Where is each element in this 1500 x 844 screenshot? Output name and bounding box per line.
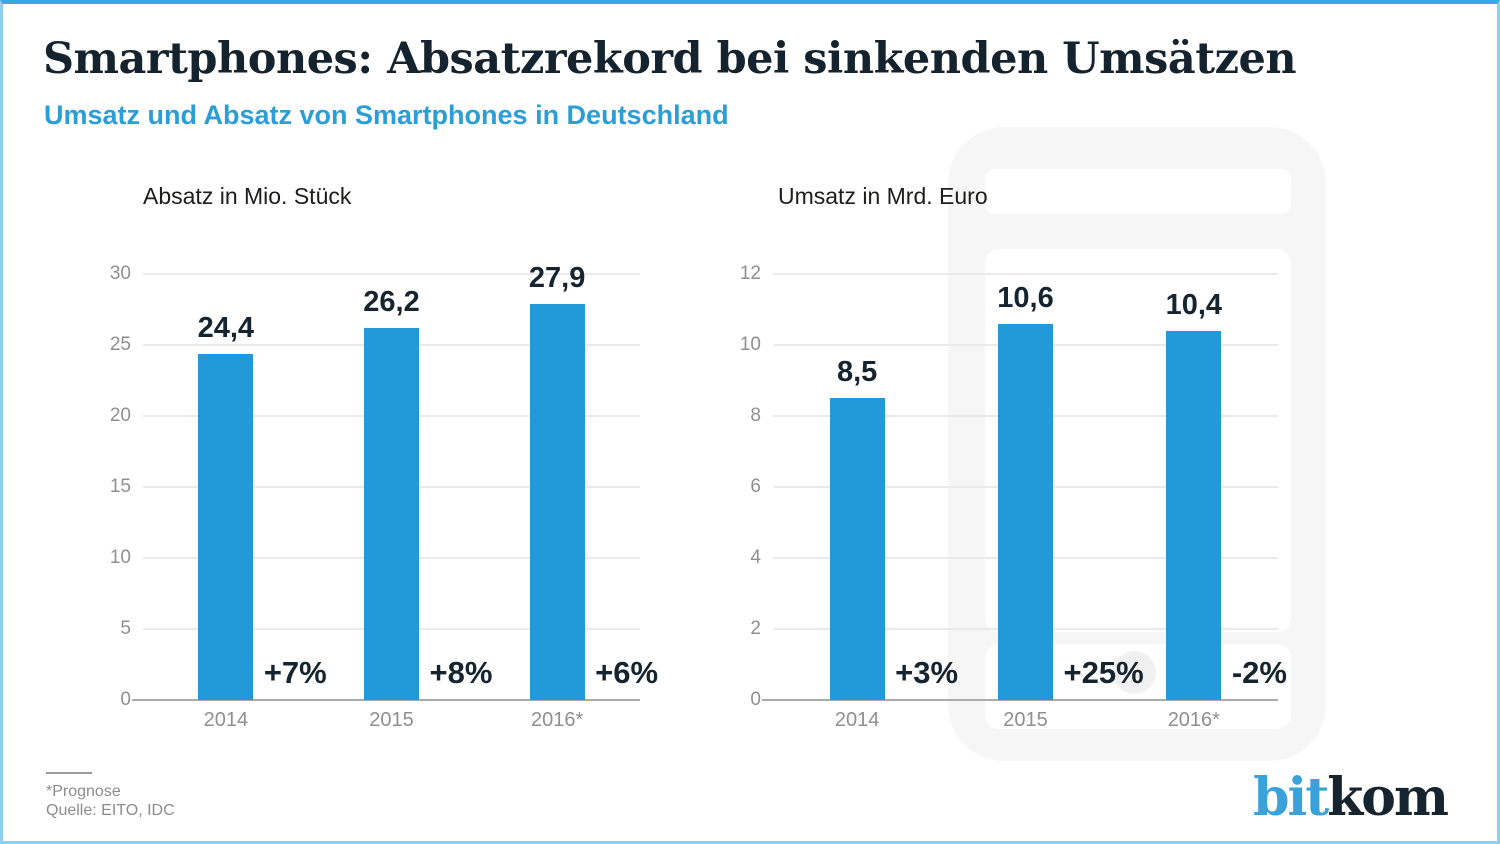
phone-speaker-slot <box>985 169 1291 214</box>
bar-value-label: 10,6 <box>997 281 1054 314</box>
y-tick-label: 2 <box>750 618 761 639</box>
y-tick-label: 6 <box>750 476 761 497</box>
bar-value-label: 24,4 <box>197 311 255 344</box>
bar-change-label: +3% <box>895 655 959 690</box>
bar <box>829 398 885 700</box>
x-tick-label: 2016* <box>531 709 584 731</box>
footnote-prognose: *Prognose <box>46 783 121 800</box>
bar-change-label: -2% <box>1231 655 1287 690</box>
bar <box>198 353 254 700</box>
y-tick-label: 12 <box>739 263 761 284</box>
y-tick-label: 8 <box>750 405 761 426</box>
bitkom-logo-bit: bit <box>1253 767 1329 828</box>
bar-value-label: 26,2 <box>363 285 420 318</box>
bar-change-label: +7% <box>263 655 327 690</box>
phone-home-button-icon <box>1113 651 1156 694</box>
bar-change-label: +25% <box>1063 655 1144 690</box>
bar <box>998 323 1053 700</box>
source-credit: Quelle: EITO, IDC <box>46 802 175 819</box>
y-tick-label: 0 <box>120 689 131 710</box>
page-title: Smartphones: Absatzrekord bei sinkenden … <box>43 34 1297 84</box>
page-subtitle: Umsatz und Absatz von Smartphones in Deu… <box>44 100 729 130</box>
x-tick-label: 2014 <box>834 709 880 731</box>
bar <box>529 303 585 700</box>
footnote-divider <box>46 772 92 774</box>
x-tick-label: 2014 <box>203 709 249 731</box>
bar <box>364 327 419 700</box>
y-tick-label: 30 <box>109 263 131 284</box>
bar-value-label: 10,4 <box>1165 288 1223 321</box>
y-tick-label: 4 <box>750 547 761 568</box>
y-tick-label: 5 <box>120 618 131 639</box>
gridline <box>773 273 1278 275</box>
x-tick-label: 2016* <box>1167 709 1220 731</box>
y-tick-label: 25 <box>109 334 131 355</box>
right-chart-title: Umsatz in Mrd. Euro <box>778 183 988 209</box>
bar-change-label: +8% <box>429 655 493 690</box>
bitkom-logo: bitkom <box>1253 767 1449 828</box>
bar <box>1166 330 1222 700</box>
bar-change-label: +6% <box>595 655 659 690</box>
x-tick-label: 2015 <box>1003 709 1048 731</box>
y-tick-label: 15 <box>109 476 131 497</box>
axis-baseline <box>762 699 1278 701</box>
bar-value-label: 27,9 <box>528 261 586 294</box>
left-chart-title: Absatz in Mio. Stück <box>143 183 352 209</box>
y-tick-label: 10 <box>109 547 131 568</box>
bitkom-logo-kom: kom <box>1327 767 1449 828</box>
axis-baseline <box>132 699 640 701</box>
y-tick-label: 10 <box>739 334 761 355</box>
y-tick-label: 20 <box>109 405 131 426</box>
x-tick-label: 2015 <box>369 709 414 731</box>
bar-value-label: 8,5 <box>836 356 878 389</box>
gridline <box>143 273 640 275</box>
y-tick-label: 0 <box>750 689 761 710</box>
